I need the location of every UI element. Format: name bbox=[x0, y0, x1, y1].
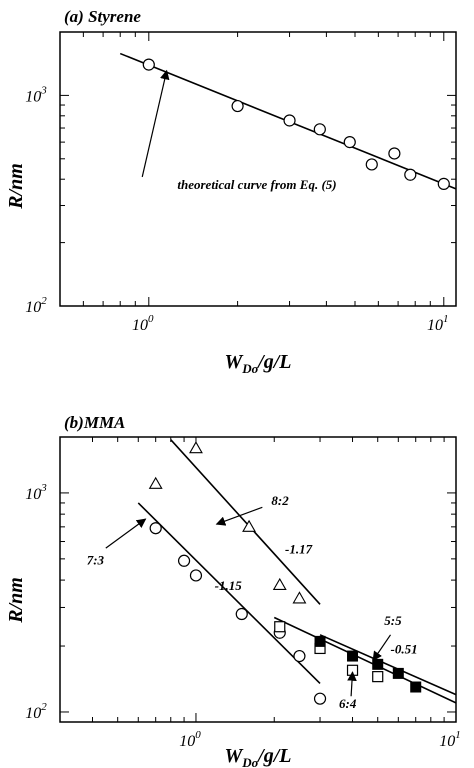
annotation-label: 5:5 bbox=[384, 613, 402, 628]
data-point-circle bbox=[404, 168, 417, 181]
y-tick-label: 102 bbox=[25, 701, 47, 722]
data-point-circle bbox=[437, 177, 450, 190]
data-point-circle bbox=[365, 158, 378, 171]
x-tick-label: 101 bbox=[439, 729, 461, 750]
y-tick-label: 103 bbox=[25, 482, 47, 503]
data-point-triangle bbox=[272, 577, 287, 591]
data-point-square-filled bbox=[410, 681, 422, 693]
annotation-label: 8:2 bbox=[271, 493, 289, 508]
annotation-arrow bbox=[347, 671, 357, 697]
annotation-label: 7:3 bbox=[87, 553, 105, 568]
data-point-circle bbox=[343, 136, 356, 149]
plot-frame bbox=[59, 31, 457, 307]
annotation-arrow bbox=[141, 69, 170, 178]
panel-title: (a) Styrene bbox=[64, 7, 141, 26]
fit-line bbox=[170, 439, 321, 605]
data-point-circle bbox=[142, 58, 155, 71]
annotation-arrow bbox=[372, 634, 392, 662]
x-axis-label: WDo/g/L bbox=[224, 745, 291, 768]
y-axis-label: R/nm bbox=[5, 577, 27, 624]
x-axis-label: WDo/g/L bbox=[224, 351, 291, 376]
annotation-label: theoretical curve from Eq. (5) bbox=[177, 177, 336, 192]
fit-line bbox=[319, 634, 456, 696]
annotation-label: 6:4 bbox=[339, 696, 357, 711]
data-point-circle bbox=[231, 99, 244, 113]
data-point-circle bbox=[293, 649, 306, 663]
panel-b: 100 101 102 103 (b)MMA R/nm WDo/g/L 8:2 -1.17 7:3… bbox=[5, 413, 461, 768]
data-point-triangle bbox=[189, 441, 203, 454]
x-tick-label: 101 bbox=[427, 313, 449, 334]
y-tick-label: 102 bbox=[25, 295, 47, 316]
data-point-triangle bbox=[242, 519, 256, 532]
y-axis-label: R/nm bbox=[5, 163, 27, 210]
data-point-square-filled bbox=[314, 635, 326, 647]
annotation-label: -0.51 bbox=[391, 641, 418, 656]
data-point-circle bbox=[189, 569, 203, 582]
data-point-square-open bbox=[274, 621, 286, 633]
panel-a: 100 101 102 103 (a) Styrene R/nm WDo/g/L theore… bbox=[5, 7, 457, 376]
x-tick-label: 100 bbox=[132, 313, 154, 334]
data-point-circle bbox=[283, 114, 296, 127]
y-tick-label: 103 bbox=[25, 84, 47, 105]
data-point-circle bbox=[313, 692, 327, 705]
data-point-triangle bbox=[148, 476, 163, 489]
data-point-square-filled bbox=[347, 650, 359, 662]
data-point-square-filled bbox=[372, 658, 384, 670]
data-point-circle bbox=[388, 147, 401, 160]
data-point-circle bbox=[149, 522, 162, 535]
annotation-arrow bbox=[215, 506, 263, 526]
data-point-triangle bbox=[292, 591, 307, 604]
data-point-circle bbox=[235, 607, 248, 621]
panel-title: (b)MMA bbox=[64, 413, 125, 432]
annotation-label: -1.15 bbox=[215, 578, 243, 593]
fit-line bbox=[273, 616, 456, 704]
data-point-square-open bbox=[372, 671, 384, 683]
annotation-arrow bbox=[105, 518, 147, 549]
annotation-label: -1.17 bbox=[285, 541, 313, 556]
plot-frame bbox=[59, 436, 457, 723]
fit-line bbox=[137, 502, 321, 684]
data-point-square-filled bbox=[392, 667, 404, 679]
data-point-circle bbox=[313, 123, 326, 136]
data-point-circle bbox=[177, 554, 191, 567]
x-tick-label: 100 bbox=[179, 729, 201, 750]
